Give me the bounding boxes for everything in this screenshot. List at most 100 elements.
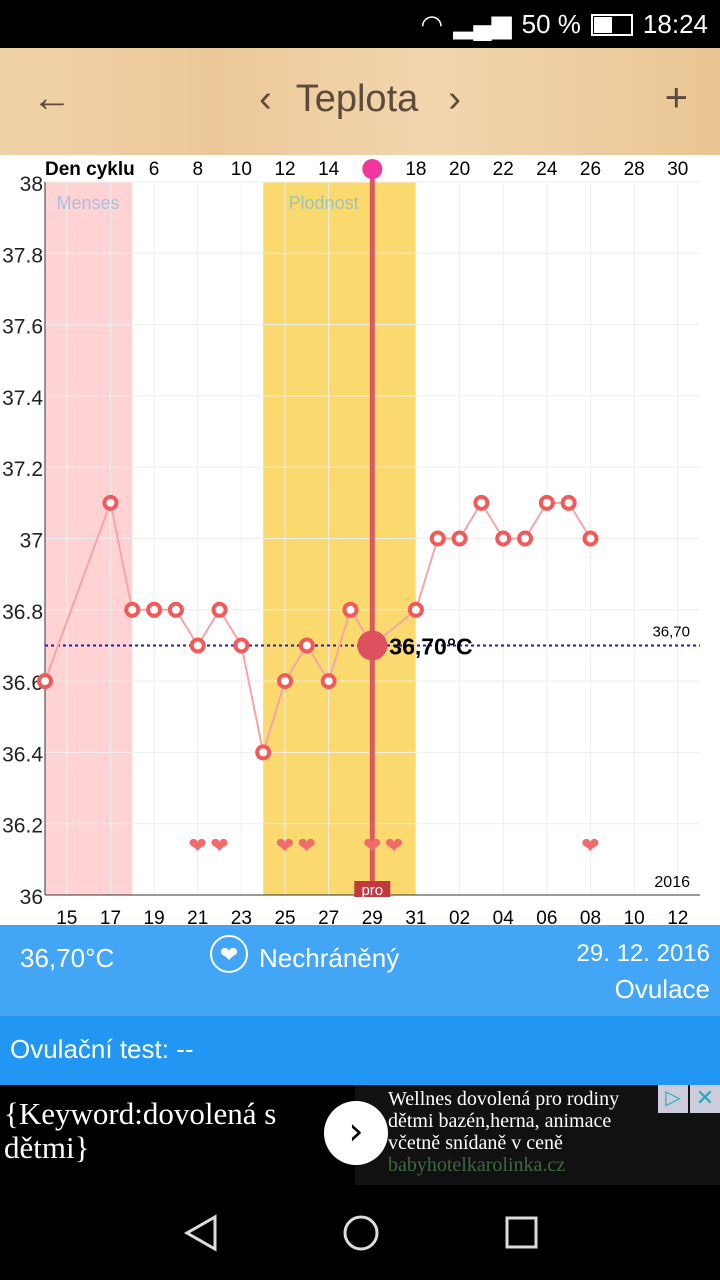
protection-status: Nechráněný xyxy=(259,943,400,973)
data-point xyxy=(320,673,337,690)
signal-icon: ▂▄▆ xyxy=(453,9,512,39)
date-tick-label: 31 xyxy=(405,908,426,925)
data-point xyxy=(146,601,163,618)
y-tick-label: 36 xyxy=(20,886,43,909)
data-point xyxy=(342,601,359,618)
heart-icon: ❤ xyxy=(363,834,381,859)
data-point xyxy=(517,530,534,547)
y-tick-label: 36.6 xyxy=(2,672,43,695)
y-tick-label: 38 xyxy=(20,173,43,196)
data-point xyxy=(298,637,315,654)
selected-temperature: 36,70°C xyxy=(20,943,115,973)
heart-icon: ❤ xyxy=(210,834,228,859)
prev-button[interactable]: ‹ xyxy=(259,78,272,120)
battery-icon xyxy=(590,13,633,36)
nav-recents-icon[interactable] xyxy=(505,1216,538,1249)
data-point xyxy=(473,494,490,511)
date-tick-label: 02 xyxy=(449,908,470,925)
date-tick-label: 04 xyxy=(493,908,515,925)
nav-home-icon[interactable] xyxy=(343,1215,379,1251)
date-tick-label: 12 xyxy=(667,908,688,925)
heart-icon: ❤ xyxy=(189,834,207,859)
ovulation-test-label: Ovulační test: -- xyxy=(10,1034,194,1064)
heart-icon: ❤ xyxy=(385,834,403,859)
cycle-day-label: 6 xyxy=(149,159,160,180)
date-tick-label: 27 xyxy=(318,908,339,925)
cycle-day-label: 10 xyxy=(231,159,252,180)
data-point xyxy=(582,530,599,547)
heart-icon: ❤ xyxy=(210,935,248,973)
cycle-phase: Ovulace xyxy=(614,974,710,1004)
y-tick-label: 36.8 xyxy=(2,601,43,624)
ad-close-icon[interactable]: ✕ xyxy=(690,1085,720,1113)
navigation-bar xyxy=(0,1185,720,1280)
ad-text: Wellnes dovolená pro rodiny dětmi bazén,… xyxy=(388,1088,620,1154)
year-label: 2016 xyxy=(654,874,690,891)
top-axis-label: Den cyklu xyxy=(45,159,135,180)
data-point xyxy=(429,530,446,547)
data-point xyxy=(189,637,206,654)
marker-badge xyxy=(354,881,391,897)
cycle-day-label: 12 xyxy=(274,159,295,180)
app-header: ← ‹ Teplota › + xyxy=(0,48,720,155)
data-point xyxy=(255,744,272,761)
y-tick-label: 37 xyxy=(20,530,43,553)
date-tick-label: 19 xyxy=(144,908,165,925)
date-tick-label: 25 xyxy=(274,908,295,925)
cycle-day-label: 22 xyxy=(493,159,514,180)
back-button[interactable]: ← xyxy=(32,76,72,120)
cycle-day-label: 30 xyxy=(667,159,688,180)
coverline-label: 36,70 xyxy=(652,623,690,640)
data-point xyxy=(451,530,468,547)
selected-data-point xyxy=(357,630,388,661)
ad-keyword: {Keyword:dovolená s dětmi} xyxy=(4,1096,277,1165)
ovulation-dot-icon xyxy=(362,159,383,179)
heart-icon: ❤ xyxy=(298,834,316,859)
cycle-day-label: 20 xyxy=(449,159,470,180)
ad-banner[interactable]: {Keyword:dovolená s dětmi} › Wellnes dov… xyxy=(0,1085,720,1185)
data-point xyxy=(560,494,577,511)
y-tick-label: 37.4 xyxy=(2,387,43,410)
data-point xyxy=(167,601,184,618)
selected-date: 29. 12. 2016 xyxy=(576,940,710,967)
status-bar: ◠ ▂▄▆ 50 % 18:24 xyxy=(0,0,720,48)
clock: 18:24 xyxy=(642,9,708,39)
data-point xyxy=(37,673,53,690)
fertile-label: Plodnost xyxy=(289,193,359,213)
data-point xyxy=(124,601,141,618)
data-point xyxy=(102,494,119,511)
date-tick-label: 17 xyxy=(100,908,121,925)
next-button[interactable]: › xyxy=(448,78,461,120)
battery-percent: 50 % xyxy=(521,9,581,39)
date-tick-label: 10 xyxy=(624,908,645,925)
cycle-day-label: 18 xyxy=(405,159,426,180)
ad-url[interactable]: babyhotelkarolinka.cz xyxy=(388,1154,566,1176)
y-tick-label: 37.2 xyxy=(2,458,43,481)
temperature-chart[interactable]: 36 36.2 36.4 36.6 36.8 37 37.2 37.4 37.6 37.8 38 De… xyxy=(0,155,720,929)
day-info-bar[interactable]: 36,70°C ❤ Nechráněný 29. 12. 2016 Ovulac… xyxy=(0,925,720,1016)
data-point xyxy=(233,637,250,654)
cycle-day-label: 28 xyxy=(624,159,645,180)
date-tick-label: 15 xyxy=(56,908,77,925)
data-point xyxy=(495,530,512,547)
y-tick-label: 37.8 xyxy=(2,244,43,267)
marker-label: pro xyxy=(361,882,383,899)
heart-icon: ❤ xyxy=(581,834,599,859)
date-tick-label: 06 xyxy=(536,908,557,925)
y-tick-label: 37.6 xyxy=(2,316,43,339)
data-point xyxy=(407,601,424,618)
cycle-day-label: 8 xyxy=(192,159,203,180)
cycle-day-label: 14 xyxy=(318,159,340,180)
nav-back-icon[interactable] xyxy=(183,1214,217,1252)
data-point xyxy=(538,494,555,511)
page-title: Teplota xyxy=(295,78,419,120)
adchoices-icon[interactable]: ▷ xyxy=(658,1085,688,1113)
heart-icon: ❤ xyxy=(276,834,294,859)
add-button[interactable]: + xyxy=(664,76,688,120)
ad-open-button[interactable]: › xyxy=(324,1101,388,1165)
data-point xyxy=(277,673,294,690)
date-tick-label: 29 xyxy=(362,908,383,925)
date-tick-label: 23 xyxy=(231,908,252,925)
menses-label: Menses xyxy=(56,193,119,213)
ovulation-test-row[interactable]: Ovulační test: -- xyxy=(0,1016,720,1085)
